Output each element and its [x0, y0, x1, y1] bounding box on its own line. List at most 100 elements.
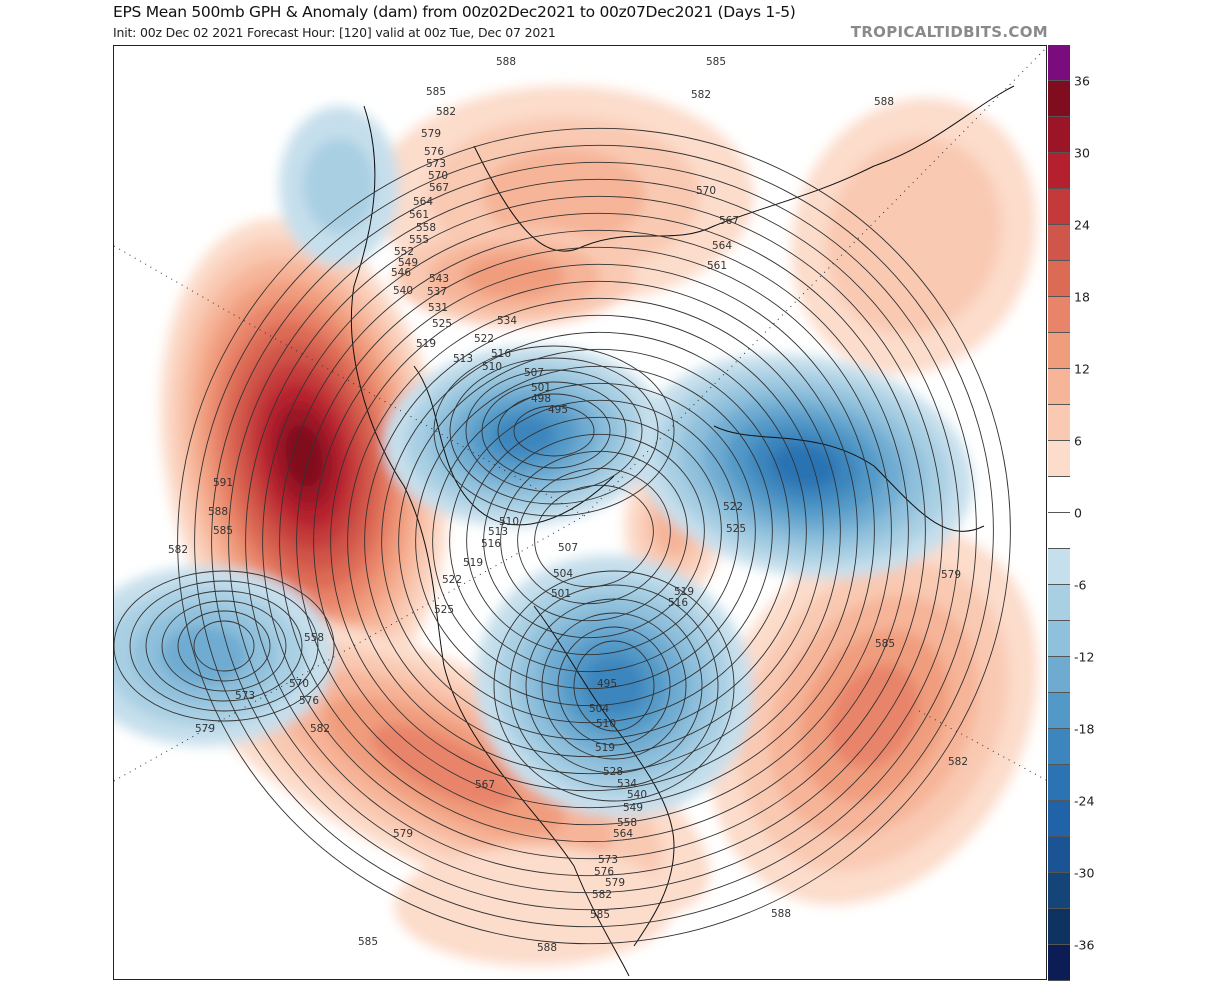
contour-label: 555 — [409, 234, 429, 246]
contour-label: 534 — [497, 315, 517, 327]
chart-subtitle: Init: 00z Dec 02 2021 Forecast Hour: [12… — [113, 25, 556, 40]
height-contour — [481, 381, 627, 481]
height-contour — [211, 161, 977, 911]
contour-label: 588 — [496, 56, 516, 68]
height-contour — [534, 484, 654, 588]
contour-label: 567 — [719, 215, 739, 227]
height-contour — [466, 416, 722, 656]
height-contour — [177, 610, 271, 682]
contour-label: 522 — [474, 333, 494, 345]
height-contour — [262, 212, 926, 860]
contour-label: 591 — [213, 477, 233, 489]
colorbar-segment — [1048, 873, 1070, 909]
contour-label: 519 — [416, 338, 436, 350]
colorbar-tick-label: -6 — [1074, 577, 1087, 593]
height-contour — [449, 357, 659, 505]
colorbar-segment — [1048, 297, 1070, 333]
colorbar-segment — [1048, 81, 1070, 117]
height-contour — [228, 178, 960, 894]
height-contour — [517, 467, 671, 605]
contour-label: 495 — [597, 678, 617, 690]
height-contour — [449, 399, 739, 673]
colorbar-segment — [1048, 441, 1070, 477]
contour-label: 579 — [941, 569, 961, 581]
height-contour — [194, 144, 994, 928]
contour-label: 570 — [289, 678, 309, 690]
contour-label: 588 — [537, 942, 557, 954]
colorbar-segment — [1048, 909, 1070, 945]
colorbar-segment — [1048, 477, 1070, 513]
colorbar-tick-label: 18 — [1074, 289, 1090, 305]
colorbar — [1048, 45, 1070, 981]
contour-label: 495 — [548, 404, 568, 416]
contour-label: 564 — [413, 196, 433, 208]
coastline — [351, 105, 630, 977]
contour-label: 516 — [668, 597, 688, 609]
colorbar-tick-label: 30 — [1074, 145, 1090, 161]
contour-label: 561 — [409, 209, 429, 221]
colorbar-segment — [1048, 765, 1070, 801]
colorbar-segment — [1048, 621, 1070, 657]
contour-label: 540 — [627, 789, 647, 801]
height-contour — [381, 331, 807, 741]
height-contour — [483, 433, 705, 639]
height-contour — [500, 450, 688, 622]
contour-label: 504 — [553, 568, 573, 580]
contour-label: 582 — [691, 89, 711, 101]
contour-label: 576 — [594, 866, 614, 878]
contour-label: 522 — [442, 574, 462, 586]
colorbar-tick-label: -36 — [1074, 937, 1095, 953]
contour-label: 558 — [304, 632, 324, 644]
contour-label: 531 — [428, 302, 448, 314]
brand-watermark: TROPICALTIDBITS.COM — [850, 23, 1048, 41]
contour-label: 519 — [595, 742, 615, 754]
colorbar-tick-label: -12 — [1074, 649, 1095, 665]
contour-label: 579 — [195, 723, 215, 735]
height-contour — [513, 405, 595, 457]
contour-label: 567 — [475, 779, 495, 791]
contour-label: 552 — [394, 246, 414, 258]
height-contour — [296, 246, 892, 826]
anomaly-shading — [160, 626, 248, 686]
colorbar-tick-label: -18 — [1074, 721, 1095, 737]
contour-label: 540 — [393, 285, 413, 297]
height-contour — [161, 600, 287, 692]
contour-label: 585 — [875, 638, 895, 650]
height-contour — [433, 345, 675, 517]
contour-label: 582 — [592, 889, 612, 901]
contour-label: 528 — [603, 766, 623, 778]
contour-label: 585 — [426, 86, 446, 98]
colorbar-segment — [1048, 585, 1070, 621]
height-contour — [415, 365, 773, 707]
contour-label: 498 — [531, 393, 551, 405]
contour-label: 576 — [424, 146, 444, 158]
contour-label: 534 — [617, 778, 637, 790]
contour-label: 570 — [696, 185, 716, 197]
contour-label: 501 — [551, 588, 571, 600]
latitude-longitude-gridline — [583, 47, 1046, 517]
anomaly-shading — [285, 425, 323, 487]
height-contour — [541, 612, 687, 760]
height-contour — [347, 297, 841, 775]
contour-label: 585 — [706, 56, 726, 68]
coastline — [413, 365, 615, 526]
colorbar-segment — [1048, 945, 1070, 981]
coastline — [473, 85, 1015, 252]
colorbar-segment — [1048, 369, 1070, 405]
contour-label: 507 — [558, 542, 578, 554]
height-contour — [465, 369, 643, 493]
contour-label: 546 — [391, 267, 411, 279]
height-contour — [497, 393, 611, 469]
colorbar-tick-label: 36 — [1074, 73, 1090, 89]
colorbar-tick-label: -30 — [1074, 865, 1095, 881]
colorbar-segment — [1048, 657, 1070, 693]
anomaly-shading — [861, 176, 967, 296]
latitude-longitude-gridline — [918, 710, 1046, 781]
anomaly-map: 588 5855855825825885795765735705675645615… — [114, 47, 1046, 977]
contour-label: 525 — [434, 604, 454, 616]
anomaly-shading — [303, 138, 375, 234]
colorbar-segment — [1048, 405, 1070, 441]
contour-label: 585 — [213, 525, 233, 537]
latitude-longitude-gridline — [114, 245, 585, 517]
contour-label: 510 — [482, 361, 502, 373]
